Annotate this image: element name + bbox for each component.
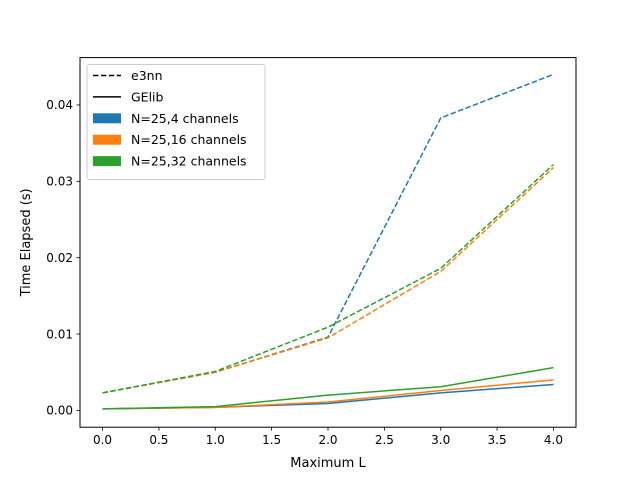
legend-label: N=25,32 channels (131, 154, 247, 169)
x-tick-label: 0.0 (93, 433, 112, 447)
x-tick-label: 2.5 (375, 433, 394, 447)
y-tick-label: 0.01 (46, 327, 73, 341)
y-tick-label: 0.02 (46, 251, 73, 265)
series-line-5 (102, 366, 554, 410)
x-tick-label: 0.5 (149, 433, 168, 447)
legend-label: N=25,4 channels (131, 111, 239, 126)
series-line-1 (102, 167, 554, 394)
legend-label: GElib (131, 89, 164, 104)
x-tick-label: 1.0 (206, 433, 225, 447)
series-line-2 (102, 163, 554, 394)
legend-swatch (93, 134, 121, 145)
legend-box (86, 64, 266, 180)
y-tick-label: 0.00 (46, 404, 73, 418)
legend-swatch (93, 113, 121, 124)
x-tick-label: 3.5 (488, 433, 507, 447)
legend: e3nn GElib N=25,4 channels N=25,16 channels… (86, 64, 266, 180)
y-axis: 0.00 0.01 0.02 0.03 0.04 (46, 98, 80, 418)
x-axis-label: Maximum L (290, 456, 366, 471)
y-tick-label: 0.03 (46, 175, 73, 189)
x-tick-label: 4.0 (544, 433, 563, 447)
legend-label: N=25,16 channels (131, 132, 247, 147)
series-layer (102, 73, 554, 410)
y-axis-label: Time Elapsed (s) (19, 188, 34, 297)
legend-label: e3nn (131, 68, 163, 83)
x-tick-label: 2.0 (318, 433, 337, 447)
x-tick-label: 3.0 (431, 433, 450, 447)
legend-swatch (93, 156, 121, 167)
series-line-4 (102, 379, 554, 410)
x-axis: 0.0 0.5 1.0 1.5 2.0 2.5 3.0 3.5 4.0 (93, 427, 563, 447)
series-line-3 (102, 383, 554, 410)
x-tick-label: 1.5 (262, 433, 281, 447)
y-tick-label: 0.04 (46, 98, 73, 112)
